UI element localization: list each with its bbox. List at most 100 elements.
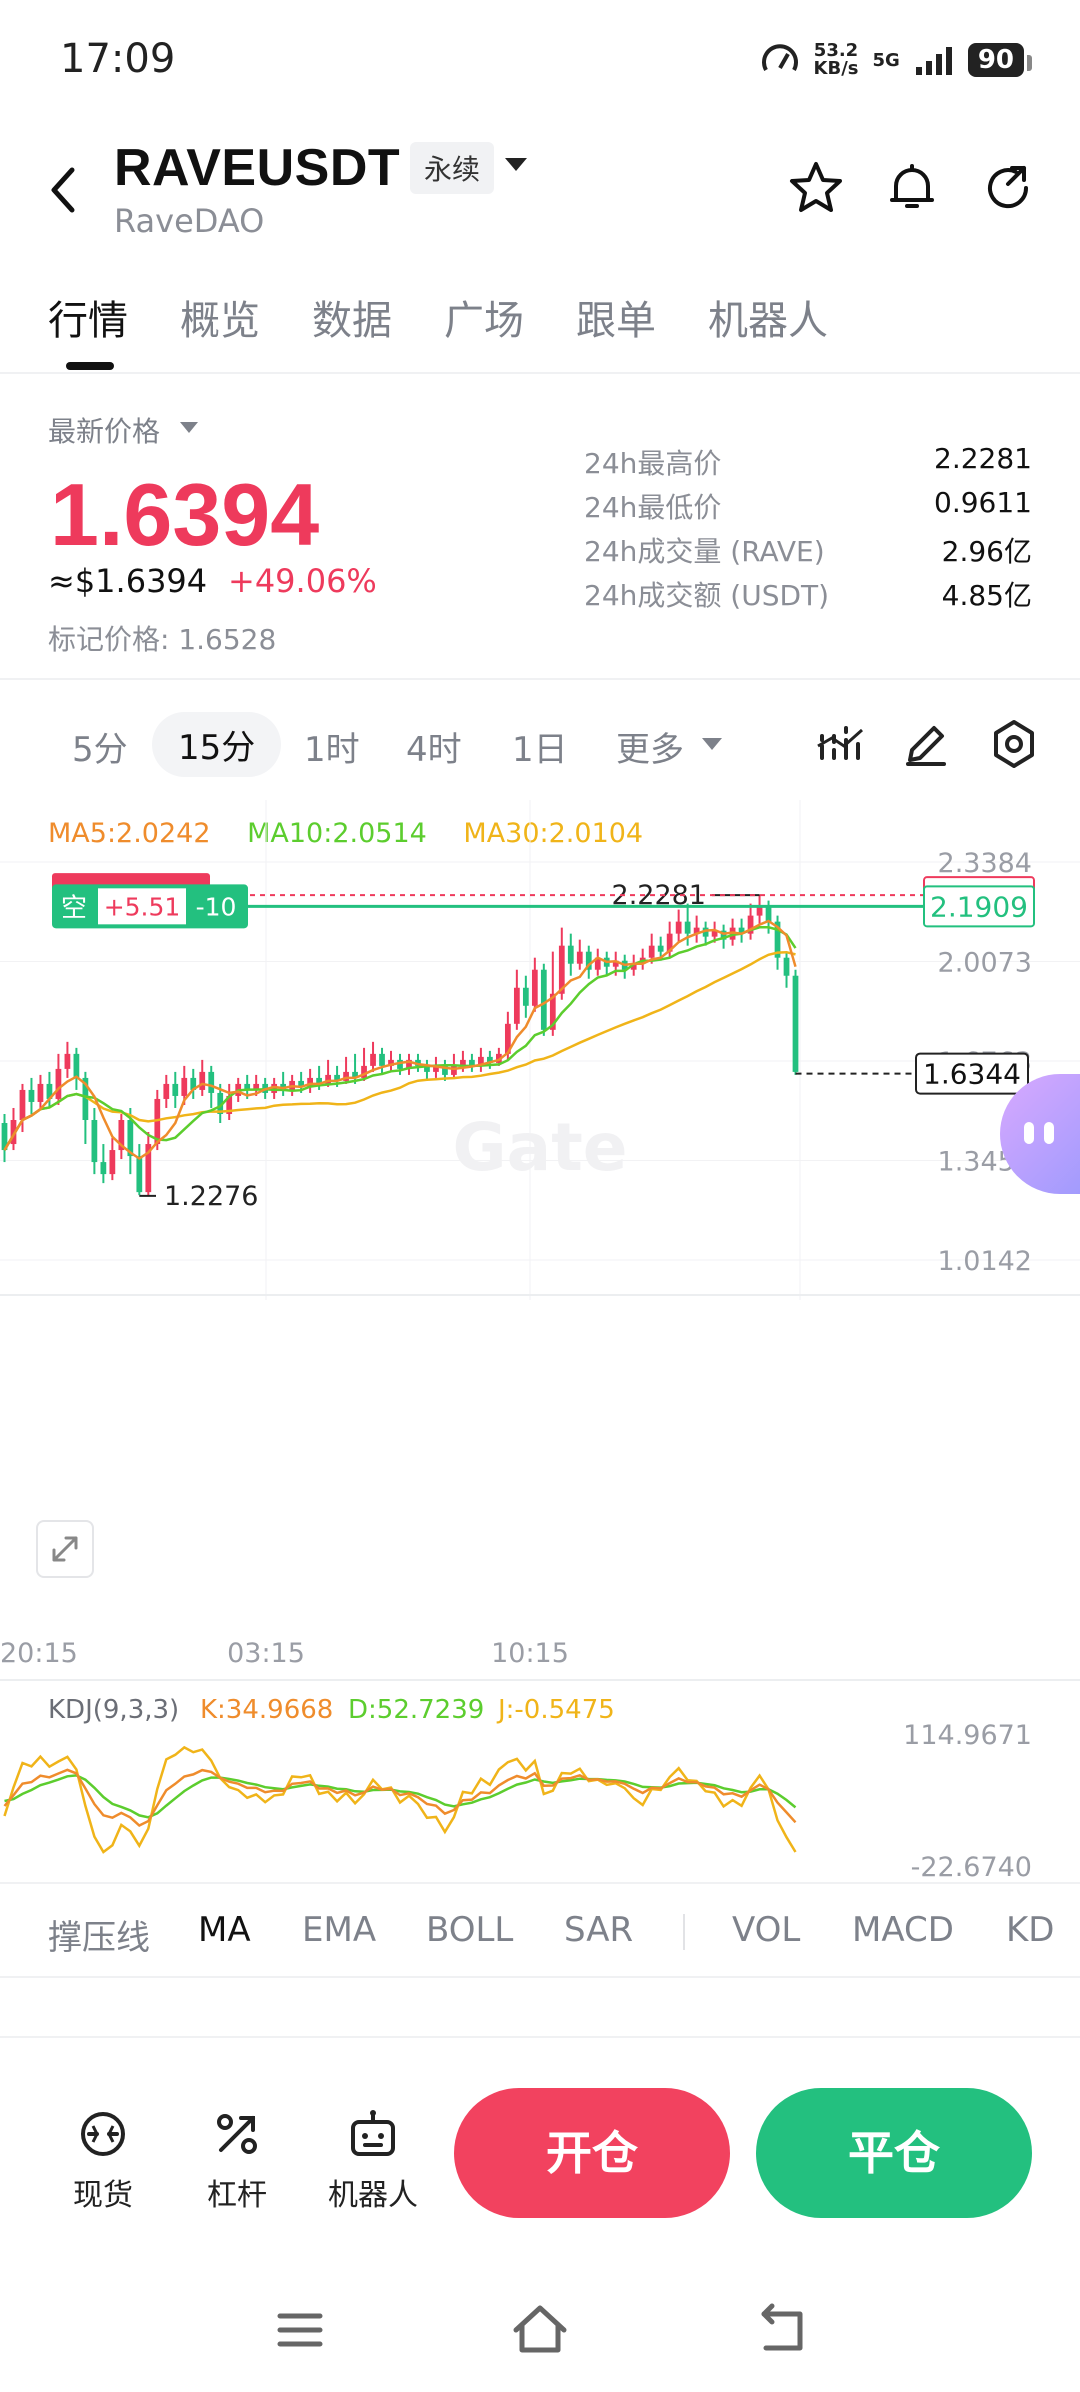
interval-4h[interactable]: 4时 — [406, 730, 462, 770]
ind-kd[interactable]: KD — [1006, 1910, 1055, 1950]
expand-button[interactable] — [36, 1520, 94, 1578]
candle-body — [792, 975, 799, 1072]
caret-down-icon[interactable] — [702, 738, 722, 750]
candle-body — [648, 945, 655, 958]
mark-price: 标记价格: 1.6528 — [48, 623, 277, 656]
candle-body — [549, 993, 556, 1030]
last-price-label[interactable]: 最新价格 — [48, 415, 161, 448]
pair-title[interactable]: RAVEUSDT — [114, 139, 401, 197]
candle-body — [253, 1083, 260, 1090]
candle-body — [720, 930, 727, 940]
star-icon[interactable] — [786, 158, 846, 218]
indicator-icon[interactable] — [812, 716, 868, 772]
interval-5m[interactable]: 5分 — [72, 730, 128, 770]
ma5-line — [3, 919, 797, 1161]
candle-body — [199, 1071, 206, 1090]
candle-body — [540, 969, 547, 1030]
candle-body — [585, 951, 592, 970]
interval-15m[interactable]: 15分 — [152, 712, 282, 777]
draw-icon[interactable] — [898, 716, 954, 772]
candle-body — [630, 963, 637, 970]
candle-body — [73, 1053, 80, 1078]
contract-type-badge[interactable]: 永续 — [410, 142, 495, 194]
candle-body — [190, 1077, 197, 1090]
back-nav-icon[interactable] — [752, 2300, 812, 2360]
share-icon[interactable] — [978, 158, 1038, 218]
tab-overview[interactable]: 概览 — [180, 298, 260, 344]
candle-body — [702, 927, 709, 937]
candle-body — [433, 1065, 439, 1072]
candle-body — [127, 1119, 134, 1157]
candle-body — [765, 906, 772, 922]
candle-body — [217, 1092, 224, 1114]
tab-market[interactable]: 行情 — [48, 298, 128, 344]
tab-bar: 行情 概览 数据 广场 跟单 机器人 — [0, 270, 1080, 374]
candle-body — [774, 921, 781, 958]
robot-button[interactable]: 机器人 — [318, 2106, 428, 2214]
candle-body — [19, 1089, 26, 1120]
ma5-label: MA5:2.0242 — [48, 818, 211, 849]
ind-ma[interactable]: MA — [198, 1910, 251, 1950]
tab-data[interactable]: 数据 — [312, 298, 392, 344]
ind-support-resistance[interactable]: 撑压线 — [48, 1918, 150, 1958]
spot-label: 现货 — [73, 2178, 133, 2213]
signal-icon — [915, 47, 952, 75]
candle-body — [657, 945, 664, 952]
net-speed-value: 53.2 — [813, 40, 859, 61]
menu-icon[interactable] — [270, 2300, 330, 2360]
candle-body — [451, 1065, 457, 1075]
ind-macd[interactable]: MACD — [852, 1910, 954, 1950]
candle-body — [370, 1053, 376, 1066]
candle-body — [675, 921, 682, 934]
ma10-line — [3, 926, 797, 1151]
candle-body — [316, 1077, 322, 1084]
candle-body — [271, 1083, 278, 1093]
close-position-button[interactable]: 平仓 — [756, 2088, 1032, 2218]
leverage-button[interactable]: 杠杆 — [182, 2106, 292, 2214]
settings-icon[interactable] — [986, 716, 1042, 772]
bell-icon[interactable] — [882, 158, 942, 218]
speed-icon — [761, 44, 798, 71]
back-icon[interactable] — [44, 160, 84, 220]
caret-down-icon[interactable] — [505, 158, 527, 171]
y-tick-label: 1.0142 — [938, 1246, 1032, 1277]
candle-body — [172, 1083, 179, 1096]
status-bar: 17:09 53.2 KB/s 5G 90 — [0, 0, 1080, 120]
tab-copy-trade[interactable]: 跟单 — [576, 298, 656, 344]
ind-boll[interactable]: BOLL — [426, 1910, 514, 1950]
stat-high-label: 24h最高价 — [584, 447, 722, 480]
candle-body — [244, 1083, 251, 1090]
caret-down-icon[interactable] — [180, 422, 198, 433]
eye-icon — [1024, 1122, 1034, 1144]
candle-body — [10, 1119, 17, 1145]
status-time: 17:09 — [60, 36, 176, 82]
candle-body — [738, 927, 745, 934]
candle-body — [756, 906, 763, 916]
ind-vol[interactable]: VOL — [732, 1910, 801, 1950]
robot-icon — [351, 2110, 395, 2156]
interval-more[interactable]: 更多 — [616, 730, 684, 770]
chart-area[interactable]: MA5:2.0242 MA10:2.0514 MA30:2.0104 Gate … — [0, 800, 1080, 1880]
x-tick-label: 03:15 — [227, 1638, 305, 1669]
candle-body — [504, 1023, 511, 1054]
home-icon[interactable] — [510, 2300, 570, 2360]
current-price-label: 1.6344 — [923, 1058, 1021, 1091]
candle-body — [307, 1077, 313, 1087]
interval-1h[interactable]: 1时 — [304, 730, 360, 770]
candle-body — [478, 1056, 484, 1066]
candle-body — [522, 987, 529, 1006]
spot-button[interactable]: 现货 — [48, 2106, 158, 2214]
open-position-button[interactable]: 开仓 — [454, 2088, 730, 2218]
tab-bot[interactable]: 机器人 — [708, 298, 828, 344]
kdj-title: KDJ(9,3,3) — [48, 1695, 179, 1725]
ind-ema[interactable]: EMA — [302, 1910, 377, 1950]
stat-turnover-value: 4.85亿 — [941, 579, 1032, 612]
candle-body — [325, 1074, 331, 1084]
candle-body — [361, 1065, 367, 1078]
tab-square[interactable]: 广场 — [444, 298, 524, 344]
ma-lines — [3, 919, 797, 1161]
ind-sar[interactable]: SAR — [564, 1910, 634, 1950]
candle-body — [28, 1089, 35, 1102]
interval-1d[interactable]: 1日 — [512, 730, 568, 770]
